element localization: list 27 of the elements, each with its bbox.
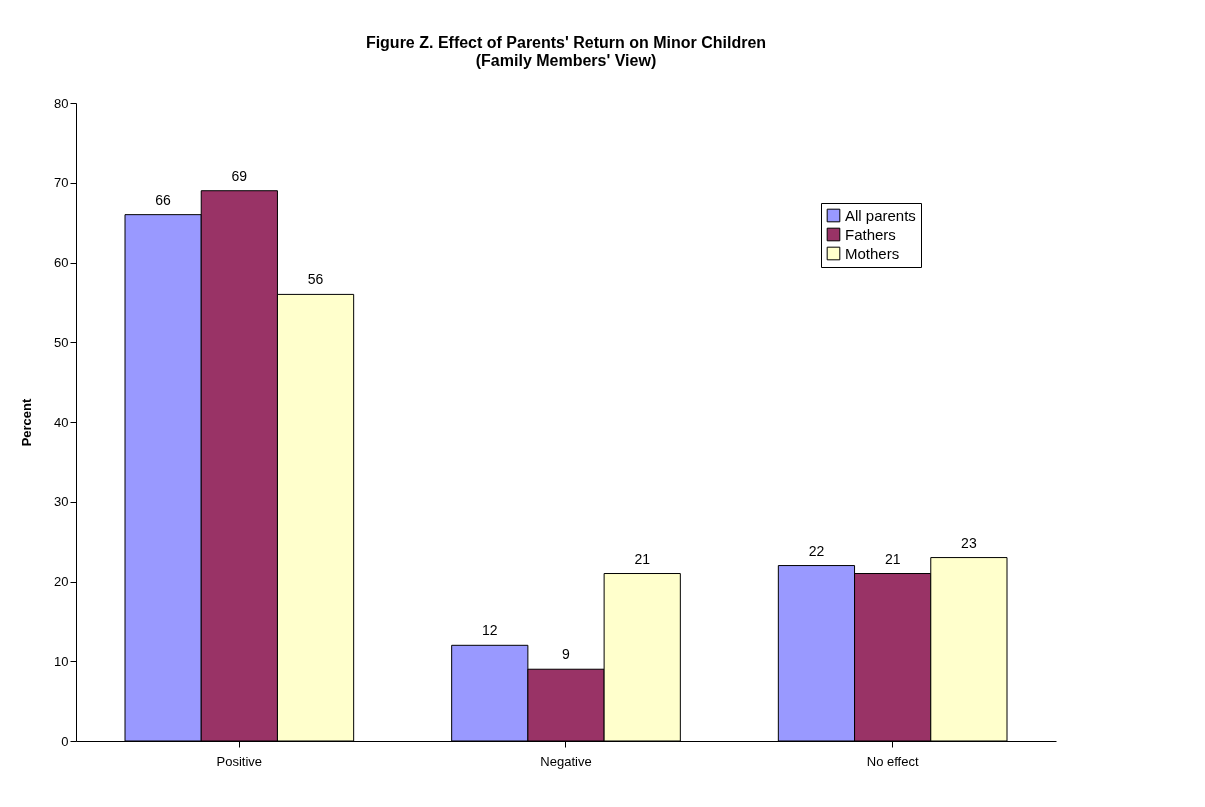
legend-label: All parents: [845, 206, 916, 224]
text: Figure Z. Effect of Parents' Return on Minor Children: [365, 34, 767, 51]
y-axis-title: Percent: [19, 397, 35, 447]
data-label: 22: [808, 542, 825, 559]
y-tick-label: 20: [54, 574, 69, 589]
x-tick-label: No effect: [866, 753, 919, 769]
data-label: 69: [231, 167, 248, 184]
y-tick-label: 50: [54, 334, 69, 350]
data-label: 66: [155, 191, 172, 208]
data-label: 56: [307, 271, 324, 288]
data-label: 21: [634, 550, 651, 567]
x-tick-label: Positive: [216, 753, 263, 769]
y-tick-label: 10: [54, 653, 69, 669]
y-tick-label: 30: [54, 494, 69, 510]
x-tick-label: Negative: [540, 753, 592, 769]
y-tick-label: 60: [54, 255, 69, 270]
text: (Family Members' View): [475, 52, 657, 69]
y-tick-label: 70: [54, 175, 69, 191]
y-tick-label: 0: [61, 733, 69, 749]
data-label: 21: [884, 550, 901, 567]
y-tick-label: 80: [54, 95, 69, 111]
data-label: 23: [961, 534, 977, 551]
legend-label: Mothers: [845, 244, 900, 262]
data-label: 12: [481, 622, 498, 639]
data-label: 9: [562, 646, 571, 663]
legend-label: Fathers: [845, 225, 896, 243]
y-tick-label: 40: [54, 414, 69, 430]
